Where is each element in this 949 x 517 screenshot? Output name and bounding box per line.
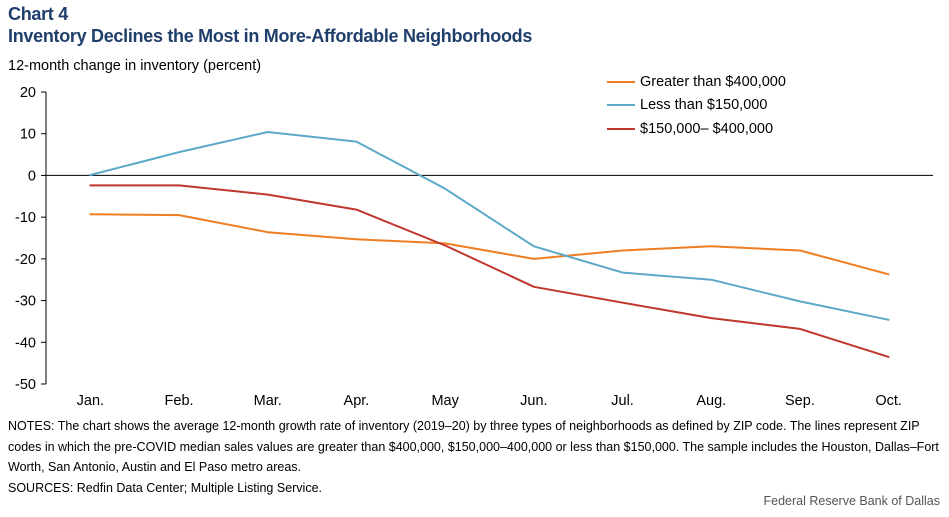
x-tick-label: Jan.	[77, 393, 104, 409]
legend-swatch-less-150k	[607, 104, 635, 107]
x-tick-label: Jul.	[611, 393, 634, 409]
x-tick-label: May	[431, 393, 459, 409]
footer-credit: Federal Reserve Bank of Dallas	[763, 494, 940, 508]
legend-swatch-greater-400k	[607, 80, 635, 83]
legend-label-greater-400k: Greater than $400,000	[640, 73, 786, 90]
x-tick-label: Mar.	[254, 393, 282, 409]
y-tick-label: -30	[15, 294, 36, 310]
legend-item-less-150k: Less than $150,000	[607, 94, 786, 118]
y-tick-label: -40	[15, 335, 36, 351]
x-tick-label: Feb.	[165, 393, 194, 409]
sources-text: SOURCES: Redfin Data Center; Multiple Li…	[8, 480, 323, 495]
y-tick-label: 10	[20, 127, 36, 143]
series-line-greater-400k	[89, 213, 890, 276]
legend-label-150k-400k: $150,000– $400,000	[640, 120, 774, 137]
chart-number: Chart 4	[8, 4, 68, 24]
y-tick-label: -10	[15, 210, 36, 226]
notes: NOTES: The chart shows the average 12-mo…	[8, 416, 943, 498]
y-axis-label: 12-month change in inventory (percent)	[8, 58, 262, 74]
line-chart: 20 10 0 -10 -20 -30 -40 -50 Jan. Feb. Mar. Apr. May J…	[15, 85, 933, 409]
x-tick-label: Aug.	[696, 393, 726, 409]
legend-item-150k-400k: $150,000– $400,000	[607, 117, 786, 141]
legend-label-less-150k: Less than $150,000	[640, 97, 768, 114]
y-tick-label: 20	[20, 85, 36, 101]
x-tick-label: Sep.	[785, 393, 815, 409]
legend: Greater than $400,000 Less than $150,000…	[607, 70, 786, 141]
y-tick-label: -50	[15, 377, 36, 393]
x-tick-label: Jun.	[520, 393, 547, 409]
notes-text: NOTES: The chart shows the average 12-mo…	[8, 419, 939, 474]
y-tick-label: -20	[15, 252, 36, 268]
x-tick-label: Oct.	[875, 393, 902, 409]
series-line-150k-400k	[89, 184, 890, 358]
legend-item-greater-400k: Greater than $400,000	[607, 70, 786, 94]
chart-title: Inventory Declines the Most in More-Affo…	[8, 26, 533, 46]
y-tick-label: 0	[28, 168, 36, 184]
x-tick-label: Apr.	[344, 393, 370, 409]
series-line-less-150k	[89, 131, 890, 321]
legend-swatch-150k-400k	[607, 127, 635, 130]
